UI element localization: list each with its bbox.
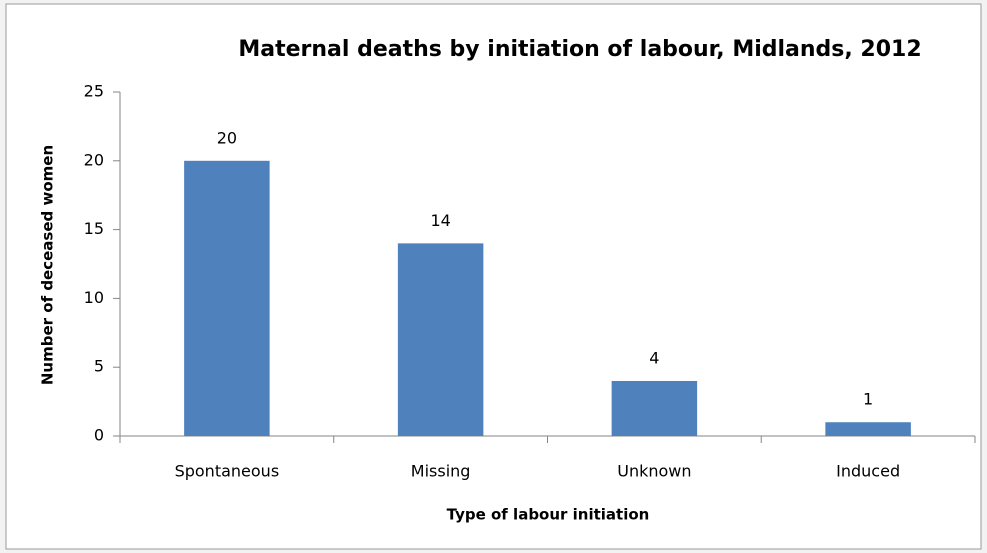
bar [397,243,484,436]
bar [611,380,698,436]
x-tick-label: Missing [411,462,471,481]
data-label: 20 [217,128,237,147]
data-label: 1 [863,390,873,409]
y-tick-label: 0 [94,426,104,445]
y-tick-label: 10 [84,288,104,307]
y-axis-label: Number of deceased women [39,145,57,385]
data-label: 4 [649,348,659,367]
x-axis-label: Type of labour initiation [447,506,650,524]
data-label: 14 [430,211,450,230]
chart-area [5,3,982,550]
chart-title: Maternal deaths by initiation of labour,… [238,37,921,62]
y-tick-label: 25 [84,82,104,101]
bar [184,160,270,437]
x-tick-label: Spontaneous [175,462,280,481]
x-tick-label: Unknown [617,462,691,481]
y-tick-label: 5 [94,357,104,376]
y-tick-label: 15 [84,219,104,238]
y-tick-label: 20 [84,150,104,169]
x-tick-label: Induced [836,462,900,481]
bar [825,422,911,436]
